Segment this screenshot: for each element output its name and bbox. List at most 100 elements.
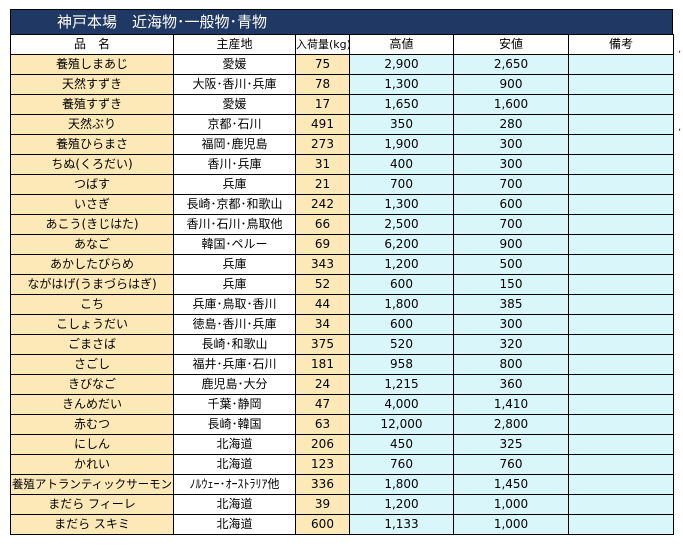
cell-note bbox=[568, 194, 674, 215]
cell-qty: 39 bbox=[295, 494, 350, 515]
table-row: つばす 兵庫 21 700 700 bbox=[10, 174, 674, 195]
cell-qty: 75 bbox=[295, 54, 350, 75]
cell-high: 1,800 bbox=[349, 294, 454, 315]
cell-low: 2,650 bbox=[453, 54, 569, 75]
cell-name: 天然すずき bbox=[10, 74, 174, 95]
table-row: きびなご 鹿児島･大分 24 1,215 360 bbox=[10, 374, 674, 395]
cell-qty: 47 bbox=[295, 394, 350, 415]
cell-low: 800 bbox=[453, 354, 569, 375]
cell-qty: 63 bbox=[295, 414, 350, 435]
edge-mark-middle: , bbox=[678, 122, 682, 133]
cell-name: 養殖アトランティックサーモン bbox=[10, 474, 174, 495]
cell-high: 1,200 bbox=[349, 494, 454, 515]
cell-origin: ﾉﾙｳｪｰ･ｵｰｽﾄﾗﾘｱ他 bbox=[173, 474, 296, 495]
cell-low: 385 bbox=[453, 294, 569, 315]
cell-name: かれい bbox=[10, 454, 174, 475]
cell-name: まだら フィーレ bbox=[10, 494, 174, 515]
cell-high: 2,900 bbox=[349, 54, 454, 75]
cell-origin: 長崎･京都･和歌山 bbox=[173, 194, 296, 215]
cell-origin: 京都･石川 bbox=[173, 114, 296, 135]
cell-high: 1,200 bbox=[349, 254, 454, 275]
cell-origin: 長崎･韓国 bbox=[173, 414, 296, 435]
table-row: 養殖しまあじ 愛媛 75 2,900 2,650 bbox=[10, 54, 674, 75]
table-row: こしょうだい 徳島･香川･兵庫 34 600 300 bbox=[10, 314, 674, 335]
cell-low: 900 bbox=[453, 234, 569, 255]
cell-low: 300 bbox=[453, 314, 569, 335]
cell-high: 6,200 bbox=[349, 234, 454, 255]
table-row: きんめだい 千葉･静岡 47 4,000 1,410 bbox=[10, 394, 674, 415]
cell-name: さごし bbox=[10, 354, 174, 375]
cell-qty: 242 bbox=[295, 194, 350, 215]
cell-high: 1,800 bbox=[349, 474, 454, 495]
cell-name: ごまさば bbox=[10, 334, 174, 355]
cell-origin: 香川･石川･鳥取他 bbox=[173, 214, 296, 235]
cell-low: 900 bbox=[453, 74, 569, 95]
table-row: 天然ぶり 京都･石川 491 350 280 bbox=[10, 114, 674, 135]
table-row: 養殖アトランティックサーモン ﾉﾙｳｪｰ･ｵｰｽﾄﾗﾘｱ他 336 1,800 1,45… bbox=[10, 474, 674, 495]
cell-high: 760 bbox=[349, 454, 454, 475]
cell-high: 12,000 bbox=[349, 414, 454, 435]
table-row: ごまさば 長崎･和歌山 375 520 320 bbox=[10, 334, 674, 355]
cell-origin: 大阪･香川･兵庫 bbox=[173, 74, 296, 95]
cell-name: きびなご bbox=[10, 374, 174, 395]
cell-note bbox=[568, 274, 674, 295]
cell-name: 天然ぶり bbox=[10, 114, 174, 135]
cell-name: こち bbox=[10, 294, 174, 315]
cell-qty: 206 bbox=[295, 434, 350, 455]
cell-note bbox=[568, 334, 674, 355]
cell-low: 300 bbox=[453, 134, 569, 155]
cell-low: 280 bbox=[453, 114, 569, 135]
cell-origin: 北海道 bbox=[173, 434, 296, 455]
cell-note bbox=[568, 154, 674, 175]
cell-qty: 17 bbox=[295, 94, 350, 115]
cell-note bbox=[568, 394, 674, 415]
cell-origin: 北海道 bbox=[173, 454, 296, 475]
table-row: まだら フィーレ 北海道 39 1,200 1,000 bbox=[10, 494, 674, 515]
cell-low: 150 bbox=[453, 274, 569, 295]
price-sheet: 神戸本場 近海物･一般物･青物 品 名 主産地 入荷量(kg) 高値 安値 備考… bbox=[10, 9, 674, 535]
cell-low: 600 bbox=[453, 194, 569, 215]
cell-low: 1,410 bbox=[453, 394, 569, 415]
cell-name: にしん bbox=[10, 434, 174, 455]
cell-note bbox=[568, 314, 674, 335]
cell-note bbox=[568, 474, 674, 495]
cell-high: 4,000 bbox=[349, 394, 454, 415]
cell-qty: 52 bbox=[295, 274, 350, 295]
cell-origin: 兵庫･鳥取･香川 bbox=[173, 294, 296, 315]
cell-origin: 福岡･鹿児島 bbox=[173, 134, 296, 155]
cell-qty: 273 bbox=[295, 134, 350, 155]
cell-low: 1,000 bbox=[453, 494, 569, 515]
cell-note bbox=[568, 74, 674, 95]
cell-note bbox=[568, 94, 674, 115]
cell-high: 2,500 bbox=[349, 214, 454, 235]
header-origin: 主産地 bbox=[173, 34, 296, 55]
cell-high: 1,900 bbox=[349, 134, 454, 155]
cell-note bbox=[568, 114, 674, 135]
cell-note bbox=[568, 134, 674, 155]
table-row: 天然すずき 大阪･香川･兵庫 78 1,300 900 bbox=[10, 74, 674, 95]
cell-qty: 600 bbox=[295, 514, 350, 535]
cell-low: 325 bbox=[453, 434, 569, 455]
table-row: 養殖ひらまさ 福岡･鹿児島 273 1,900 300 bbox=[10, 134, 674, 155]
cell-note bbox=[568, 374, 674, 395]
cell-high: 1,215 bbox=[349, 374, 454, 395]
header-name: 品 名 bbox=[10, 34, 174, 55]
cell-name: 養殖すずき bbox=[10, 94, 174, 115]
cell-origin: 兵庫 bbox=[173, 174, 296, 195]
cell-name: 赤むつ bbox=[10, 414, 174, 435]
cell-note bbox=[568, 254, 674, 275]
cell-low: 700 bbox=[453, 214, 569, 235]
table-row: あかしたびらめ 兵庫 343 1,200 500 bbox=[10, 254, 674, 275]
cell-origin: 香川･兵庫 bbox=[173, 154, 296, 175]
table-row: まだら スキミ 北海道 600 1,133 1,000 bbox=[10, 514, 674, 535]
table-row: 養殖すずき 愛媛 17 1,650 1,600 bbox=[10, 94, 674, 115]
cell-name: 養殖しまあじ bbox=[10, 54, 174, 75]
cell-qty: 181 bbox=[295, 354, 350, 375]
cell-note bbox=[568, 294, 674, 315]
cell-name: 養殖ひらまさ bbox=[10, 134, 174, 155]
cell-note bbox=[568, 214, 674, 235]
cell-origin: 愛媛 bbox=[173, 54, 296, 75]
cell-origin: 兵庫 bbox=[173, 274, 296, 295]
cell-low: 360 bbox=[453, 374, 569, 395]
cell-name: ながはげ(うまづらはぎ) bbox=[10, 274, 174, 295]
